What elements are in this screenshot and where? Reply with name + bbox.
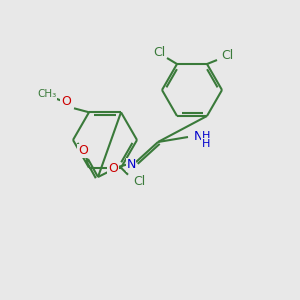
Text: Cl: Cl: [133, 175, 145, 188]
Text: O: O: [61, 95, 71, 108]
Text: O: O: [108, 163, 118, 176]
Text: H: H: [202, 139, 210, 149]
Text: Cl: Cl: [153, 46, 165, 59]
Text: H: H: [202, 131, 210, 141]
Text: O: O: [78, 145, 88, 158]
Text: N: N: [193, 130, 203, 143]
Text: Cl: Cl: [221, 49, 233, 62]
Text: CH₃: CH₃: [38, 89, 57, 99]
Text: N: N: [126, 158, 136, 172]
